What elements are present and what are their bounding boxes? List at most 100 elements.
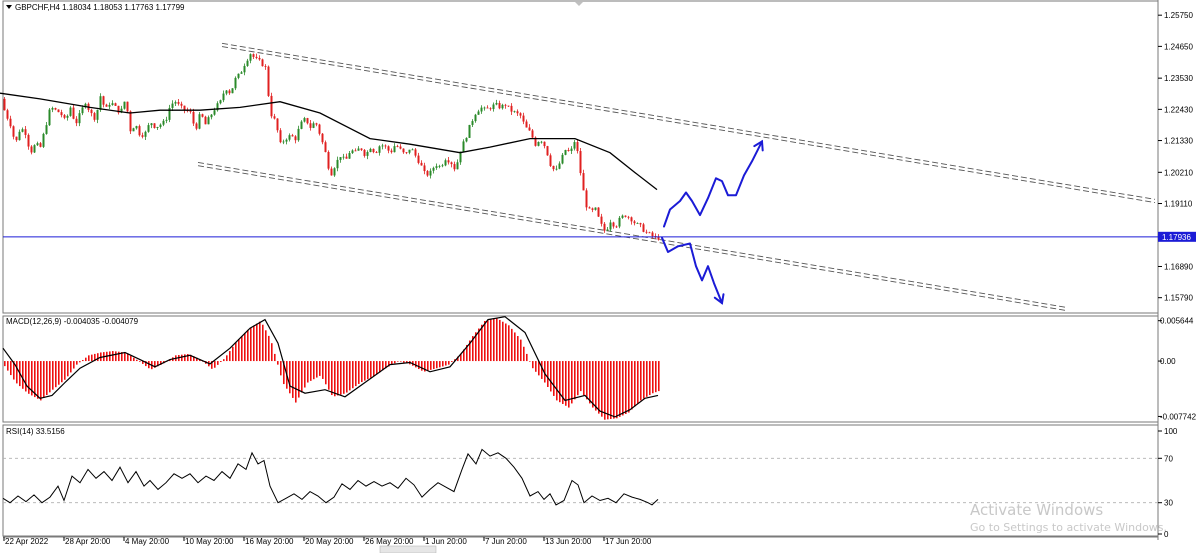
candle-body [345,156,348,159]
macd-bar [313,361,315,380]
candle-body [465,137,468,142]
candle-body [96,109,99,120]
macd-bar [394,361,396,364]
macd-signal-line [2,316,659,418]
candle-body [243,65,246,73]
candle-body [618,217,621,227]
price-tick-label: 1.15790 [1164,294,1193,303]
macd-bar [304,361,306,388]
macd-bar [145,361,147,367]
macd-bar [55,361,57,388]
price-tick-label: 1.20210 [1164,168,1193,177]
candle-body [63,115,66,118]
macd-bar [124,352,126,362]
candle-body [144,131,147,137]
macd-bar [268,335,270,362]
watermark-subtitle: Go to Settings to activate Windows. [970,521,1167,534]
macd-bar [583,361,585,396]
candle-body [567,149,570,151]
macd-bar [451,361,453,362]
candle-body [513,111,516,113]
candle-body [198,114,201,129]
macd-bar [298,361,300,398]
rsi-tick-label: 100 [1164,427,1178,436]
macd-bar [391,361,393,365]
trendline-2-a[interactable] [197,162,1066,308]
candle-body [9,118,12,127]
symbol-info: GBPCHF,H4 1.18034 1.18053 1.17763 1.1779… [15,3,185,12]
macd-bar [490,319,492,362]
macd-bar [625,361,627,414]
time-tick-label: 17 Jun 20:00 [605,537,652,546]
candle-body [489,108,492,110]
candle-body [411,149,414,151]
candle-body [459,151,462,163]
macd-bar [34,361,36,398]
trendline-2-b[interactable] [197,165,1066,311]
candle-body [192,111,195,124]
macd-bar [79,361,81,363]
candle-body [3,98,6,111]
candle-body [633,221,636,224]
candle-body [231,88,234,94]
symbol-dropdown-icon[interactable] [6,5,12,9]
projection-arrowhead-2[interactable] [713,293,725,305]
macd-bar [277,361,279,365]
candle-body [429,170,432,176]
candle-body [78,113,81,124]
macd-bar [139,361,141,362]
candle-body [546,146,549,156]
macd-bar [640,361,642,401]
macd-bar [211,361,213,369]
scrollbar-thumb[interactable] [379,545,437,553]
macd-bar [112,351,114,362]
macd-histogram [4,318,660,420]
projection-arrowhead-1[interactable] [753,139,764,152]
trendline-1-b[interactable] [221,46,1156,204]
macd-bar [265,330,267,362]
macd-bar [472,336,474,362]
macd-bar [226,355,228,362]
macd-bar [64,361,66,380]
current-price-tag [1158,231,1196,242]
candle-body [393,146,396,153]
projection-arrows[interactable] [661,139,764,305]
macd-bar [127,353,129,362]
candle-body [468,124,471,138]
candle-body [75,118,78,124]
candle-body [354,150,357,152]
candle-body [321,133,324,143]
candle-body [84,103,87,108]
candle-body [327,152,330,169]
macd-bar [415,361,417,368]
candle-body [201,114,204,117]
candle-body [387,146,390,151]
candle-body [33,145,36,153]
candle-body [357,148,360,151]
macd-bar [592,361,594,408]
projection-path-1[interactable] [663,140,763,228]
macd-bar [217,361,219,365]
trendline-layer[interactable] [197,42,1156,311]
candle-body [591,208,594,210]
candle-body [597,207,600,217]
macd-bar [607,361,609,420]
candle-body [588,207,591,209]
trendline-1-a[interactable] [221,42,1156,200]
shift-marker-icon[interactable] [575,2,583,6]
macd-bar [418,361,420,370]
macd-bar [400,361,402,362]
candle-body [246,60,249,66]
candle-body [48,109,51,126]
candle-body [474,114,477,122]
projection-path-2[interactable] [661,236,723,305]
macd-bar [541,361,543,379]
macd-bar [346,361,348,393]
candle-body [396,146,399,147]
candle-body [105,104,108,107]
candle-body [264,66,267,67]
candle-body [348,153,351,159]
macd-bar [334,361,336,397]
candle-body [528,127,531,131]
